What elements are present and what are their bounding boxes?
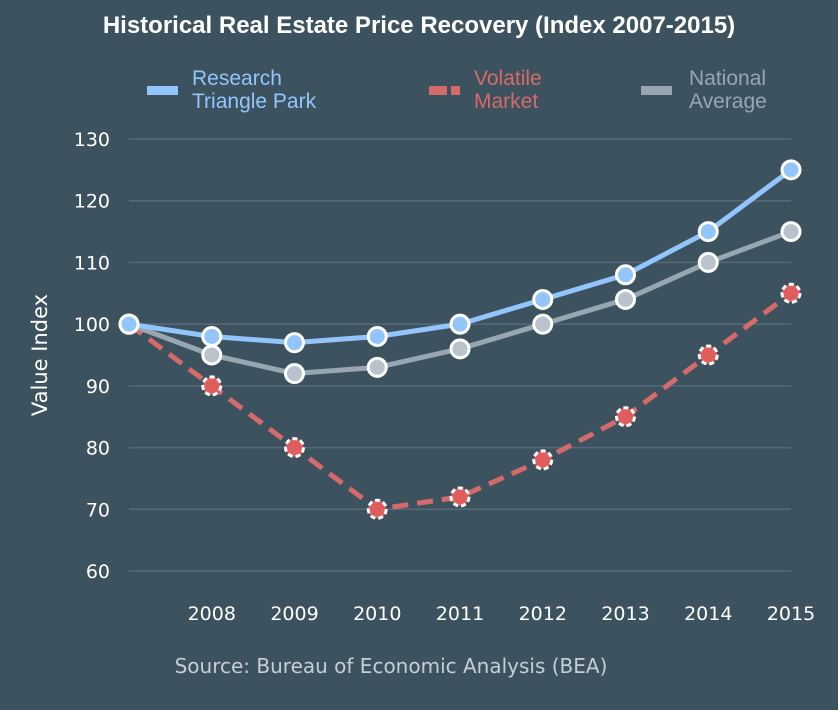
y-tick-label: 60	[86, 561, 110, 583]
y-tick-label: 80	[86, 438, 110, 460]
data-point-national-average	[449, 338, 471, 360]
y-axis-label: Value Index	[28, 294, 52, 416]
x-tick-label: 2011	[436, 603, 484, 625]
y-tick-label: 110	[74, 252, 110, 274]
x-tick-label: 2012	[519, 603, 567, 625]
data-point-volatile-market	[449, 486, 471, 508]
data-point-research-triangle-park	[201, 325, 223, 347]
legend-swatch	[641, 86, 672, 95]
legend-label: Volatile	[474, 67, 542, 90]
y-tick-label: 100	[74, 314, 110, 336]
x-tick-label: 2009	[270, 603, 318, 625]
data-point-volatile-market	[532, 449, 554, 471]
data-point-research-triangle-park	[532, 288, 554, 310]
legend-swatch	[147, 86, 178, 95]
x-tick-label: 2015	[767, 603, 815, 625]
data-point-national-average	[284, 363, 305, 385]
chart-title: Historical Real Estate Price Recovery (I…	[103, 12, 735, 39]
data-point-research-triangle-park	[284, 332, 305, 354]
legend-label: Research	[192, 67, 282, 90]
y-tick-label: 70	[86, 499, 110, 521]
data-point-national-average	[532, 313, 554, 335]
legend-swatch	[429, 86, 447, 95]
data-point-volatile-market	[366, 498, 388, 520]
x-tick-label: 2010	[353, 603, 401, 625]
data-point-national-average	[615, 288, 636, 310]
data-point-volatile-market	[697, 344, 719, 366]
data-point-research-triangle-park	[449, 313, 471, 335]
data-point-research-triangle-park	[780, 159, 802, 181]
data-point-volatile-market	[284, 437, 305, 459]
data-point-national-average	[366, 356, 388, 378]
data-point-volatile-market	[615, 406, 636, 428]
source-note: Source: Bureau of Economic Analysis (BEA…	[175, 654, 608, 678]
x-tick-label: 2014	[684, 603, 732, 625]
legend-swatch	[451, 86, 460, 95]
data-point-national-average	[780, 221, 802, 243]
data-point-volatile-market	[780, 282, 802, 304]
data-point-research-triangle-park	[118, 313, 140, 335]
data-point-national-average	[697, 251, 719, 273]
legend-label: Average	[689, 90, 767, 113]
legend-label: National	[689, 67, 766, 90]
y-tick-label: 120	[74, 191, 110, 213]
data-point-research-triangle-park	[615, 264, 636, 286]
y-ticks: 60 70 80 90 100 110 120 130	[74, 129, 110, 583]
y-tick-label: 130	[74, 129, 110, 151]
data-point-research-triangle-park	[697, 221, 719, 243]
data-point-national-average	[201, 344, 223, 366]
series-line-volatile-market	[127, 291, 793, 512]
x-ticks: 2008 2009 2010 2011 2012 2013 2014 2015	[188, 603, 816, 625]
data-point-volatile-market	[201, 375, 223, 397]
series-markers	[118, 159, 802, 520]
y-tick-label: 90	[86, 376, 110, 398]
x-tick-label: 2013	[601, 603, 649, 625]
legend-label: Market	[474, 90, 538, 113]
legend-label: Triangle Park	[192, 90, 317, 113]
data-point-research-triangle-park	[366, 325, 388, 347]
x-tick-label: 2008	[188, 603, 236, 625]
